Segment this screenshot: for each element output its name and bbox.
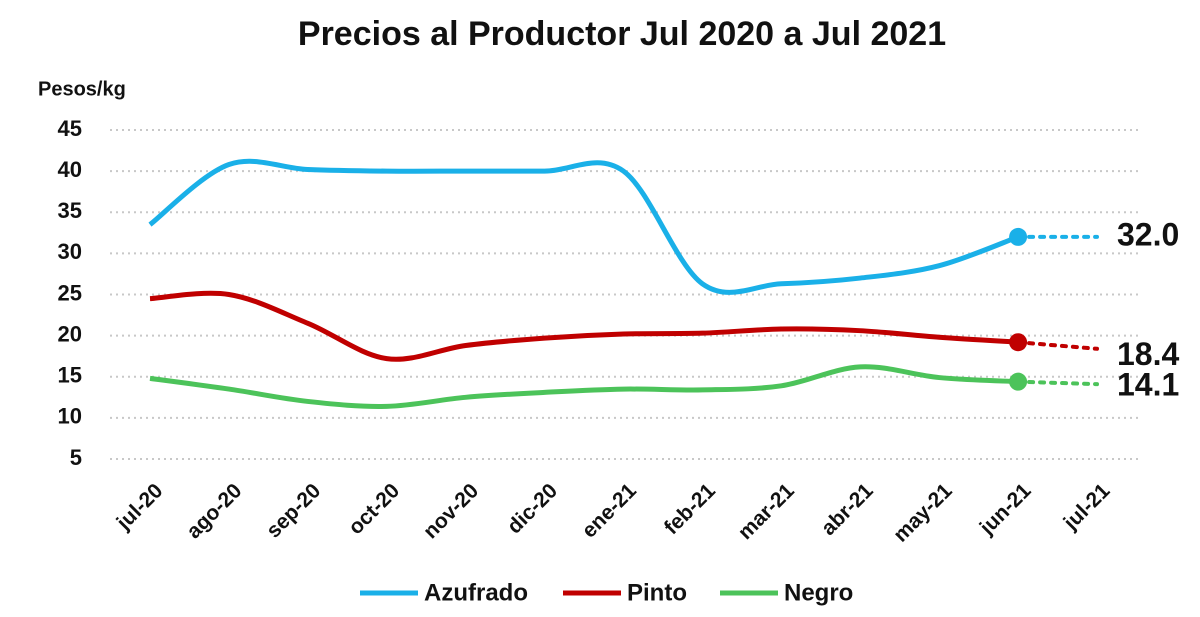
x-tick-label: may-21 (889, 479, 957, 547)
projection-line (1016, 379, 1099, 387)
series-line (149, 290, 1019, 362)
x-tick-label: oct-20 (344, 479, 404, 539)
y-axis-label: Pesos/kg (38, 78, 126, 100)
x-tick-label: abr-21 (817, 479, 878, 540)
end-marker (1009, 227, 1028, 246)
series-line (149, 364, 1019, 409)
x-tick-label: mar-21 (734, 479, 799, 544)
y-tick-label: 15 (58, 363, 82, 388)
projection-line (1016, 340, 1099, 351)
y-tick-label: 40 (58, 157, 82, 182)
legend-label: Negro (784, 579, 853, 606)
x-tick-label: ene-21 (578, 479, 642, 543)
x-tick-label: jul-21 (1059, 479, 1115, 535)
x-tick-label: nov-20 (419, 479, 483, 543)
series-line (148, 158, 1019, 295)
y-tick-label: 5 (70, 445, 82, 470)
x-tick-label: jun-21 (975, 479, 1036, 540)
y-tick-label: 45 (58, 116, 82, 141)
y-tick-label: 20 (58, 321, 82, 346)
end-marker (1009, 372, 1028, 391)
value-label: 18.4 (1117, 336, 1179, 372)
y-tick-label: 35 (58, 198, 82, 223)
value-label: 14.1 (1117, 367, 1179, 403)
x-tick-label: jul-20 (112, 479, 168, 535)
x-tick-label: sep-20 (262, 479, 325, 542)
y-tick-label: 10 (58, 404, 82, 429)
x-tick-label: feb-21 (660, 479, 720, 539)
x-tick-label: dic-20 (503, 479, 562, 538)
chart-title: Precios al Productor Jul 2020 a Jul 2021 (298, 15, 946, 53)
legend-label: Azufrado (424, 579, 528, 606)
y-tick-label: 30 (58, 239, 82, 264)
value-label: 32.0 (1117, 216, 1179, 252)
y-tick-label: 25 (58, 280, 82, 305)
x-tick-label: ago-20 (182, 479, 246, 543)
legend-label: Pinto (627, 579, 687, 606)
end-marker (1009, 333, 1028, 352)
